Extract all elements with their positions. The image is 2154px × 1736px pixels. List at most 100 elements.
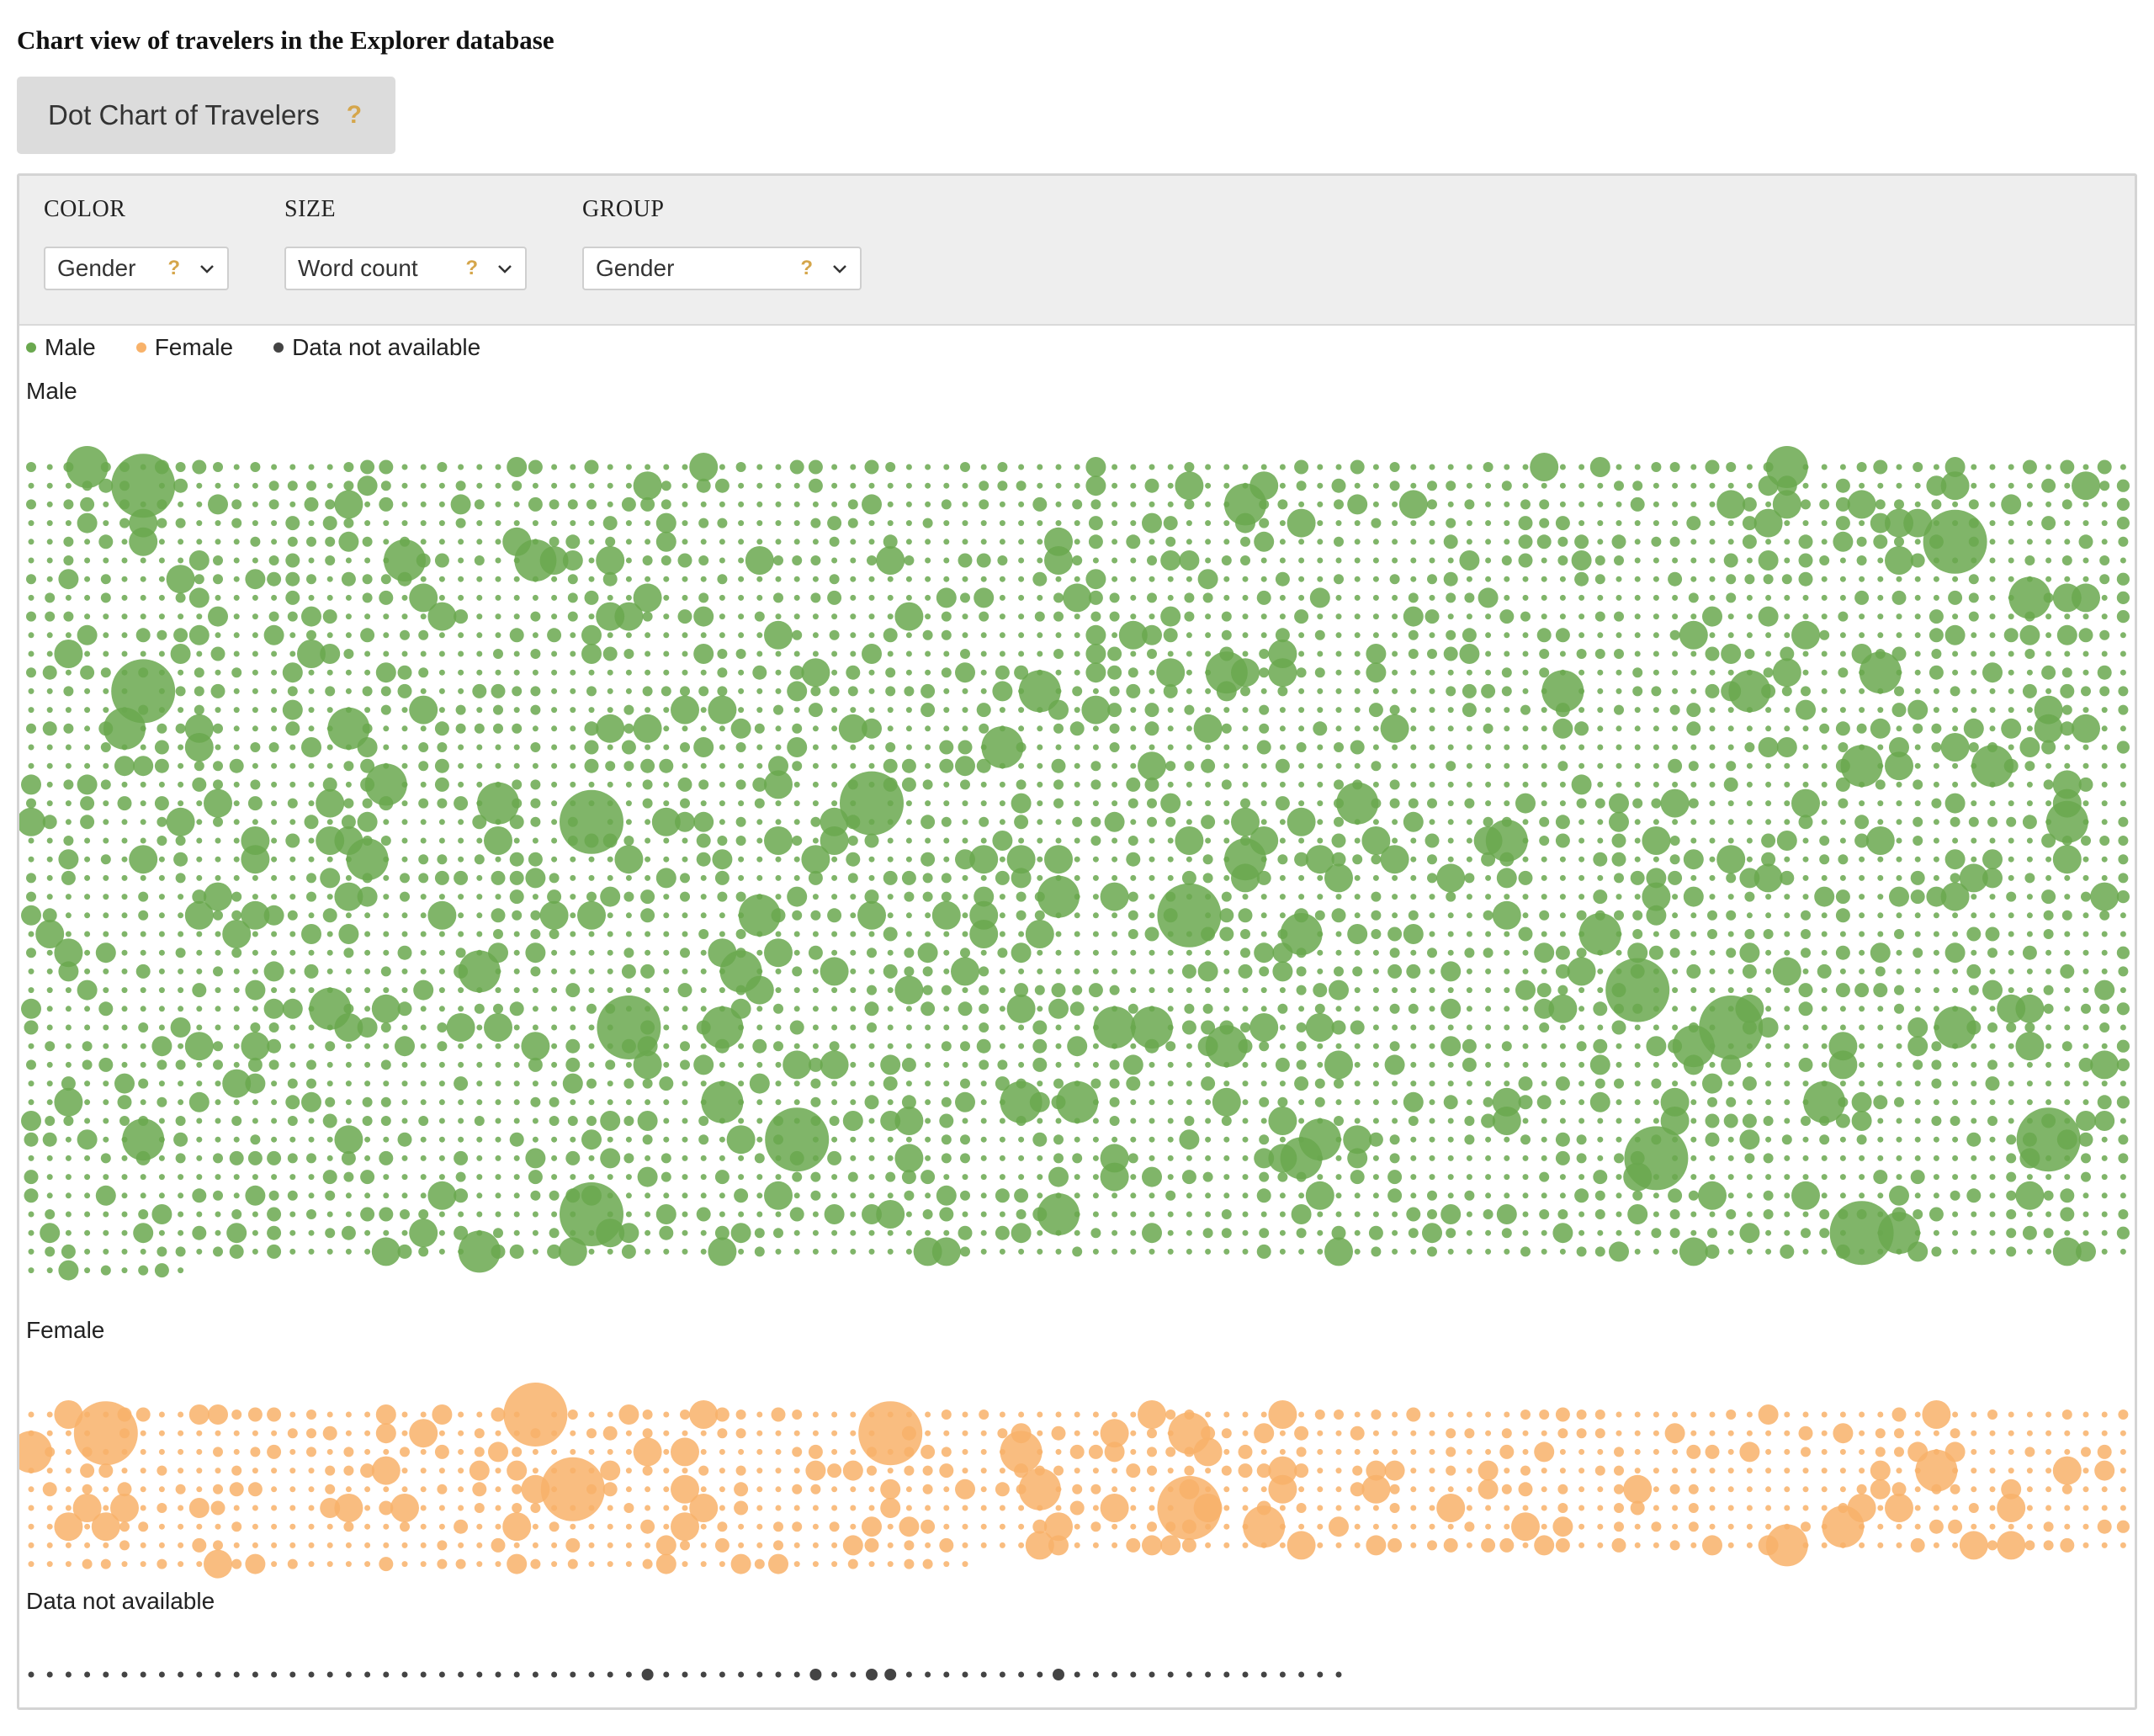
traveler-dot[interactable] [1443,534,1458,549]
traveler-dot[interactable] [1780,1244,1795,1259]
traveler-dot[interactable] [943,482,950,489]
traveler-dot[interactable] [659,758,674,773]
traveler-dot[interactable] [178,1080,184,1087]
traveler-dot[interactable] [24,1132,39,1147]
traveler-dot[interactable] [289,632,296,639]
traveler-dot[interactable] [1371,798,1382,809]
traveler-dot[interactable] [103,894,109,900]
traveler-dot[interactable] [570,1174,576,1181]
traveler-dot[interactable] [1839,594,1846,601]
traveler-dot[interactable] [1197,961,1218,982]
traveler-dot[interactable] [682,1136,688,1143]
traveler-dot[interactable] [581,644,602,664]
traveler-dot[interactable] [1427,948,1437,958]
traveler-dot[interactable] [1372,968,1379,974]
traveler-dot[interactable] [1971,1118,1977,1124]
traveler-dot[interactable] [82,480,93,491]
traveler-dot[interactable] [341,571,356,587]
traveler-dot[interactable] [1594,611,1605,622]
traveler-dot[interactable] [979,985,989,995]
traveler-dot[interactable] [65,669,72,676]
traveler-dot[interactable] [1541,594,1547,601]
traveler-dot[interactable] [1709,800,1716,807]
traveler-dot[interactable] [1597,762,1604,769]
traveler-dot[interactable] [1242,1006,1249,1012]
traveler-dot[interactable] [458,894,464,900]
traveler-dot[interactable] [1314,1003,1325,1014]
traveler-dot[interactable] [864,1095,879,1110]
traveler-dot[interactable] [1202,592,1213,603]
traveler-dot[interactable] [326,669,333,676]
traveler-dot[interactable] [682,1248,688,1255]
traveler-dot[interactable] [1118,620,1148,650]
traveler-dot[interactable] [1578,687,1585,694]
traveler-dot[interactable] [1006,845,1036,874]
traveler-dot[interactable] [1931,1116,1942,1126]
traveler-dot[interactable] [1240,1022,1250,1033]
traveler-dot[interactable] [138,704,149,715]
traveler-dot[interactable] [2064,482,2071,489]
traveler-dot[interactable] [1072,1153,1083,1164]
traveler-dot[interactable] [2064,762,2071,769]
traveler-dot[interactable] [2101,1192,2108,1199]
traveler-dot[interactable] [1260,1061,1267,1068]
traveler-dot[interactable] [600,886,621,907]
traveler-dot[interactable] [847,836,858,846]
traveler-dot[interactable] [1530,453,1559,481]
traveler-dot[interactable] [1923,509,1987,574]
traveler-dot[interactable] [158,557,165,564]
traveler-dot[interactable] [775,1061,782,1068]
traveler-dot[interactable] [1723,777,1738,792]
traveler-dot[interactable] [1459,550,1480,571]
traveler-dot[interactable] [26,499,36,510]
traveler-dot[interactable] [738,856,745,863]
traveler-dot[interactable] [1130,762,1137,769]
traveler-dot[interactable] [904,1190,915,1201]
traveler-dot[interactable] [2081,891,2091,902]
traveler-dot[interactable] [738,632,745,639]
traveler-dot[interactable] [1971,1229,1977,1236]
traveler-dot[interactable] [1896,1024,1902,1031]
traveler-dot[interactable] [775,669,782,676]
traveler-dot[interactable] [196,539,203,545]
traveler-dot[interactable] [1690,687,1697,694]
traveler-dot[interactable] [119,499,130,510]
traveler-dot[interactable] [887,1248,894,1255]
traveler-dot[interactable] [438,968,445,974]
traveler-dot[interactable] [46,800,53,807]
traveler-dot[interactable] [1559,1061,1566,1068]
traveler-dot[interactable] [588,520,595,527]
traveler-dot[interactable] [1776,737,1797,757]
traveler-dot[interactable] [204,788,232,818]
traveler-dot[interactable] [1877,1024,1884,1031]
traveler-dot[interactable] [775,1248,782,1255]
traveler-dot[interactable] [1372,557,1379,564]
traveler-dot[interactable] [308,1118,315,1124]
traveler-dot[interactable] [1801,686,1811,697]
traveler-dot[interactable] [1163,628,1178,643]
traveler-dot[interactable] [493,929,503,939]
traveler-dot[interactable] [1109,1096,1120,1107]
traveler-dot[interactable] [645,464,651,470]
traveler-dot[interactable] [196,1118,203,1124]
traveler-dot[interactable] [1913,1059,1923,1070]
traveler-dot[interactable] [661,480,671,491]
traveler-dot[interactable] [1167,949,1174,956]
traveler-dot[interactable] [208,1404,228,1425]
traveler-dot[interactable] [980,464,987,470]
traveler-dot[interactable] [420,819,427,826]
traveler-dot[interactable] [1896,819,1902,826]
traveler-dot[interactable] [1018,725,1025,732]
traveler-dot[interactable] [1894,1096,1904,1107]
traveler-dot[interactable] [1317,576,1324,582]
traveler-dot[interactable] [364,931,371,937]
traveler-dot[interactable] [401,931,408,937]
traveler-dot[interactable] [719,987,725,994]
traveler-dot[interactable] [1933,987,1939,994]
traveler-dot[interactable] [1037,800,1043,807]
traveler-dot[interactable] [289,968,296,974]
traveler-dot[interactable] [621,496,636,512]
traveler-dot[interactable] [1614,1003,1624,1014]
traveler-dot[interactable] [513,744,520,751]
traveler-dot[interactable] [530,966,541,977]
